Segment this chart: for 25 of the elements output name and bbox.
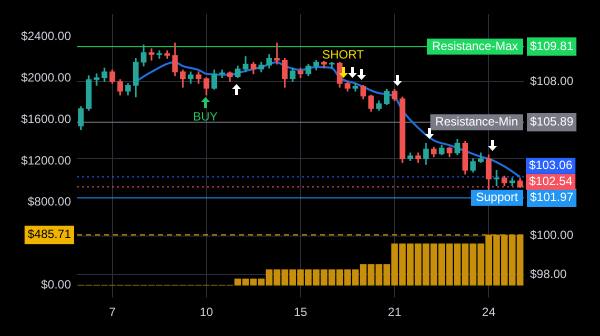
ref-line-label: $103.06	[529, 158, 573, 172]
ref-line-label: Support	[476, 190, 519, 204]
ref-line-label: Resistance-Min	[435, 114, 518, 129]
annotation: SHORT	[322, 47, 365, 62]
y2-tick-label: $108.00	[530, 74, 574, 88]
y-tick-label: $485.71	[28, 227, 72, 242]
y2-tick-label: $105.89	[530, 114, 574, 129]
x-tick-label: 10	[200, 305, 214, 320]
x-tick-label: 7	[108, 305, 116, 320]
y-tick-label: $800.00	[28, 194, 72, 209]
annotation: BUY	[192, 109, 218, 124]
y2-tick-label: $109.81	[530, 38, 574, 53]
y2-tick-label: $100.00	[530, 228, 574, 242]
ref-line-label: $102.54	[529, 174, 573, 188]
ref-line-label: Resistance-Max	[432, 38, 518, 53]
x-tick-label: 15	[294, 305, 308, 320]
y-tick-label: $2400.00	[20, 29, 72, 44]
y-tick-label: $2000.00	[20, 70, 72, 84]
x-tick-label: 21	[388, 305, 402, 320]
y2-tick-label: $101.97	[530, 190, 574, 204]
y2-tick-label: $98.00	[530, 266, 568, 281]
y-tick-label: $1600.00	[20, 112, 72, 126]
y-tick-label: $1200.00	[20, 153, 72, 168]
y-tick-label: $0.00	[40, 277, 72, 292]
x-tick-label: 24	[482, 305, 496, 320]
